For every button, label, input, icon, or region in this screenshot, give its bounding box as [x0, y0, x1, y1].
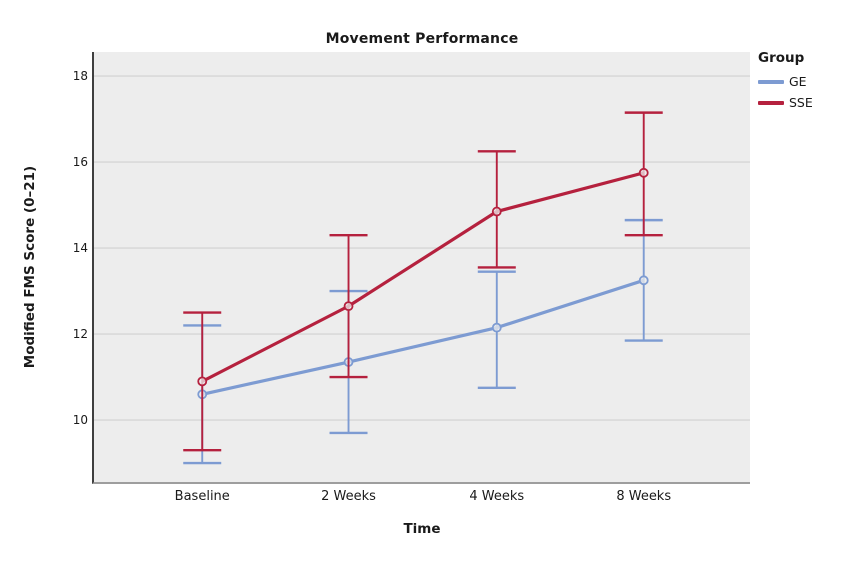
legend-label-sse: SSE — [789, 95, 813, 110]
series-line-SSE — [201, 171, 645, 383]
chart-svg — [94, 75, 750, 465]
chart-title: Movement Performance — [325, 31, 519, 47]
y-tick-label: 18 — [72, 69, 88, 84]
data-point-marker-SSE — [197, 376, 208, 387]
y-tick-label: 16 — [72, 155, 88, 170]
ge-line-swatch-icon — [758, 79, 784, 84]
y-tick-label: 14 — [72, 241, 88, 256]
legend-label-ge: GE — [789, 74, 807, 89]
y-tick-label: 10 — [72, 413, 88, 428]
sse-line-swatch-icon — [758, 100, 784, 105]
plot-area — [92, 52, 750, 484]
x-axis-title: Time — [403, 521, 441, 537]
y-tick-label: 12 — [72, 327, 88, 342]
data-point-marker-SSE — [491, 206, 502, 217]
legend-title: Group — [758, 50, 805, 66]
data-point-marker-GE — [491, 322, 502, 333]
series-line-GE — [201, 278, 645, 396]
legend-item-sse: SSE — [758, 95, 813, 110]
x-tick-label: 8 Weeks — [616, 489, 672, 504]
data-point-marker-SSE — [638, 167, 649, 178]
data-point-marker-GE — [638, 275, 649, 286]
x-tick-label: Baseline — [174, 489, 230, 504]
legend-item-ge: GE — [758, 74, 813, 89]
legend: Group GE SSE — [758, 50, 813, 116]
x-tick-label: 2 Weeks — [321, 489, 376, 504]
x-tick-label: 4 Weeks — [469, 489, 525, 504]
y-axis-title: Modified FMS Score (0–21) — [22, 165, 38, 369]
data-point-marker-SSE — [343, 301, 354, 312]
